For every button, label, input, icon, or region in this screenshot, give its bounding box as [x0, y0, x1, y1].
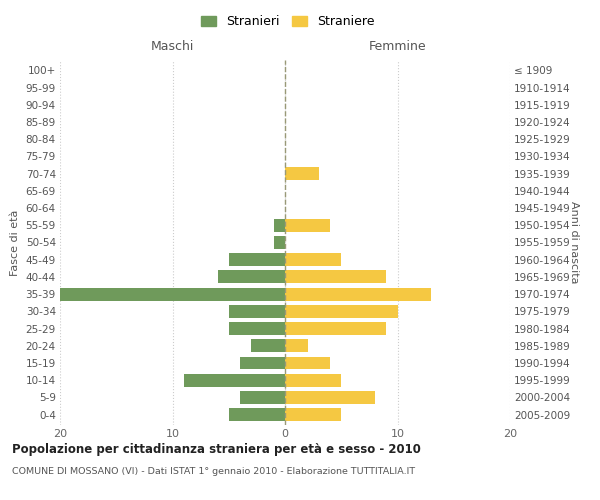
Bar — [285, 391, 375, 404]
Text: COMUNE DI MOSSANO (VI) - Dati ISTAT 1° gennaio 2010 - Elaborazione TUTTITALIA.IT: COMUNE DI MOSSANO (VI) - Dati ISTAT 1° g… — [12, 468, 415, 476]
Bar — [229, 305, 285, 318]
Text: Maschi: Maschi — [151, 40, 194, 52]
Bar — [285, 356, 330, 370]
Bar — [285, 167, 319, 180]
Bar — [240, 356, 285, 370]
Bar — [285, 374, 341, 386]
Y-axis label: Fasce di età: Fasce di età — [10, 210, 20, 276]
Bar — [285, 254, 341, 266]
Bar — [274, 219, 285, 232]
Bar — [285, 219, 330, 232]
Bar — [229, 254, 285, 266]
Bar — [229, 408, 285, 421]
Y-axis label: Anni di nascita: Anni di nascita — [569, 201, 579, 284]
Bar — [274, 236, 285, 249]
Bar — [60, 288, 285, 300]
Bar — [218, 270, 285, 283]
Legend: Stranieri, Straniere: Stranieri, Straniere — [197, 11, 379, 32]
Bar — [285, 305, 398, 318]
Bar — [285, 340, 308, 352]
Text: Femmine: Femmine — [368, 40, 427, 52]
Bar — [285, 270, 386, 283]
Bar — [229, 322, 285, 335]
Bar — [285, 288, 431, 300]
Bar — [251, 340, 285, 352]
Bar — [240, 391, 285, 404]
Bar — [285, 408, 341, 421]
Bar — [285, 322, 386, 335]
Text: Popolazione per cittadinanza straniera per età e sesso - 2010: Popolazione per cittadinanza straniera p… — [12, 442, 421, 456]
Bar — [184, 374, 285, 386]
